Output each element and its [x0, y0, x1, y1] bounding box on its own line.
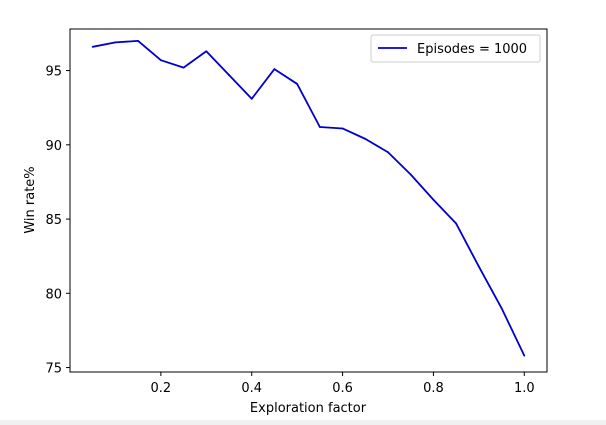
- data-point: [432, 198, 435, 201]
- legend-label: Episodes = 1000: [417, 42, 527, 57]
- data-point: [387, 151, 389, 154]
- data-point: [91, 45, 94, 48]
- window-bottom-edge: [0, 420, 606, 425]
- x-tick-label: 1.0: [514, 381, 535, 396]
- data-point: [250, 97, 253, 100]
- plot-frame: [69, 28, 548, 373]
- y-tick-label: 85: [45, 213, 62, 228]
- data-point: [159, 59, 162, 62]
- data-point: [273, 68, 276, 70]
- x-tick-label: 0.4: [241, 381, 262, 396]
- series-line: [92, 39, 526, 357]
- y-tick-label: 80: [45, 287, 62, 302]
- y-axis-ticks: 75 80 85 90 95: [45, 65, 70, 377]
- data-point: [523, 354, 526, 357]
- data-point: [205, 50, 208, 53]
- y-axis-title: Win rate%: [23, 166, 38, 233]
- x-tick-label: 0.2: [151, 381, 172, 396]
- x-axis-title: Exploration factor: [250, 401, 367, 416]
- data-point: [341, 127, 344, 130]
- x-tick-label: 0.6: [332, 381, 353, 396]
- data-point: [500, 307, 503, 310]
- legend: Episodes = 1000: [370, 34, 541, 63]
- x-axis-ticks: 0.2 0.4 0.6 0.8 1.0: [151, 372, 535, 396]
- y-tick-label: 95: [45, 65, 62, 80]
- data-point: [182, 66, 185, 69]
- data-point: [477, 265, 480, 268]
- data-point: [296, 83, 299, 85]
- data-point: [318, 126, 321, 128]
- data-point: [228, 74, 230, 76]
- data-point: [455, 222, 458, 225]
- data-point: [137, 39, 140, 42]
- series-layer: [91, 39, 526, 357]
- y-tick-label: 75: [45, 362, 62, 377]
- y-tick-label: 90: [45, 139, 62, 154]
- data-point: [409, 173, 412, 176]
- data-point: [114, 41, 117, 44]
- legend-box: [370, 34, 541, 63]
- data-point: [364, 137, 367, 140]
- x-tick-label: 0.8: [423, 381, 444, 396]
